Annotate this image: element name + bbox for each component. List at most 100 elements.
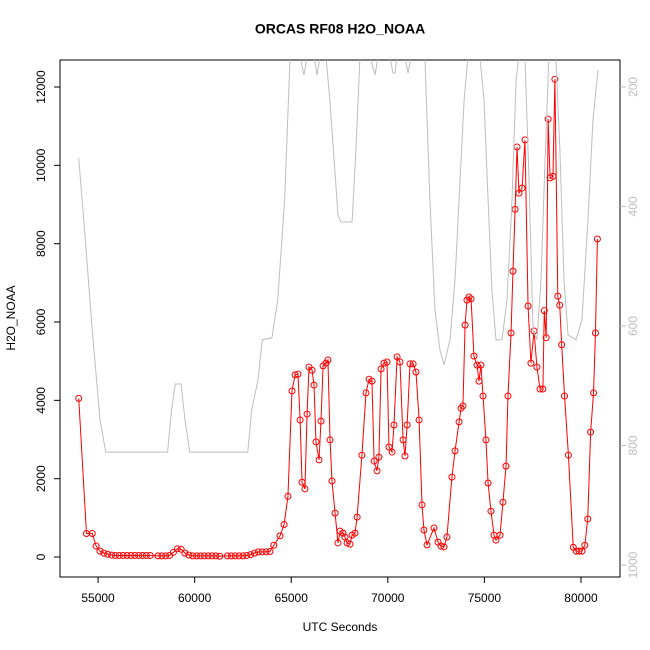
data-point — [504, 392, 512, 400]
y2-tick-label: 800 — [626, 435, 640, 455]
data-point — [266, 548, 274, 556]
y2-tick-label: 400 — [626, 196, 640, 216]
y-tick-label: 8000 — [34, 230, 48, 257]
data-point — [239, 552, 247, 560]
data-point — [423, 541, 431, 549]
data-point — [346, 540, 354, 548]
data-point — [154, 552, 162, 560]
data-point — [556, 301, 564, 309]
data-point — [406, 360, 414, 368]
data-point — [409, 360, 417, 368]
y-tick-label: 2000 — [34, 465, 48, 492]
data-point — [542, 334, 550, 342]
data-point — [258, 548, 266, 556]
data-point — [420, 526, 428, 534]
data-point — [339, 529, 347, 537]
data-point — [593, 235, 601, 243]
data-point — [496, 531, 504, 539]
x-tick-label: 75000 — [468, 591, 502, 605]
data-point — [575, 547, 583, 555]
data-point — [451, 447, 459, 455]
data-point — [479, 392, 487, 400]
data-point — [533, 363, 541, 371]
data-point — [223, 552, 231, 560]
data-point — [362, 389, 370, 397]
data-point — [303, 410, 311, 418]
y-tick-label: 6000 — [34, 308, 48, 335]
data-point — [131, 551, 139, 559]
data-point — [270, 541, 278, 549]
data-point — [254, 548, 262, 556]
data-point — [75, 394, 83, 402]
data-point — [377, 365, 385, 373]
data-point — [540, 307, 548, 315]
data-point — [251, 549, 259, 557]
data-point — [375, 453, 383, 461]
data-point — [146, 551, 154, 559]
data-point — [511, 205, 519, 213]
data-point — [310, 381, 318, 389]
data-point — [440, 543, 448, 551]
data-point — [193, 552, 201, 560]
data-point — [100, 549, 108, 557]
data-point — [536, 385, 544, 393]
data-point — [308, 366, 316, 374]
data-point — [280, 521, 288, 529]
y2-tick-label: 1000 — [626, 551, 640, 578]
data-point — [591, 329, 599, 337]
data-point — [284, 492, 292, 500]
y-tick-label: 12000 — [34, 70, 48, 104]
data-point — [208, 552, 216, 560]
data-point — [127, 551, 135, 559]
data-point — [477, 361, 485, 369]
data-point — [507, 329, 515, 337]
data-point — [353, 513, 361, 521]
data-point — [399, 436, 407, 444]
data-point — [584, 515, 592, 523]
y2-tick-label: 600 — [626, 316, 640, 336]
plot-area — [75, 60, 601, 560]
data-point — [227, 552, 235, 560]
data-point — [104, 550, 112, 558]
data-point — [296, 416, 304, 424]
data-point — [564, 451, 572, 459]
data-point — [158, 552, 166, 560]
data-point — [581, 541, 589, 549]
data-point — [331, 509, 339, 517]
data-point — [142, 551, 150, 559]
chart-title: ORCAS RF08 H2O_NOAA — [255, 21, 425, 37]
data-point — [88, 530, 96, 538]
x-tick-label: 55000 — [81, 591, 115, 605]
data-point — [470, 352, 478, 360]
data-point — [119, 551, 127, 559]
data-point — [276, 532, 284, 540]
data-point — [473, 361, 481, 369]
data-point — [235, 552, 243, 560]
data-point — [561, 392, 569, 400]
data-point — [544, 115, 552, 123]
data-point — [578, 547, 586, 555]
data-point — [380, 359, 388, 367]
data-point — [291, 371, 299, 379]
y-tick-label: 4000 — [34, 387, 48, 414]
x-tick-label: 80000 — [564, 591, 598, 605]
data-point — [358, 451, 366, 459]
data-point — [393, 353, 401, 361]
data-point — [499, 498, 507, 506]
data-point — [169, 548, 177, 556]
data-point — [492, 536, 500, 544]
data-point — [467, 295, 475, 303]
data-point — [262, 548, 270, 556]
data-point — [385, 443, 393, 451]
data-point — [388, 448, 396, 456]
x-tick-label: 70000 — [371, 591, 405, 605]
data-point — [518, 184, 526, 192]
series-line — [78, 79, 598, 557]
data-point — [111, 551, 119, 559]
data-point — [549, 172, 557, 180]
y-tick-label: 10000 — [34, 148, 48, 182]
y2-tick-label: 200 — [626, 77, 640, 97]
data-point — [370, 457, 378, 465]
